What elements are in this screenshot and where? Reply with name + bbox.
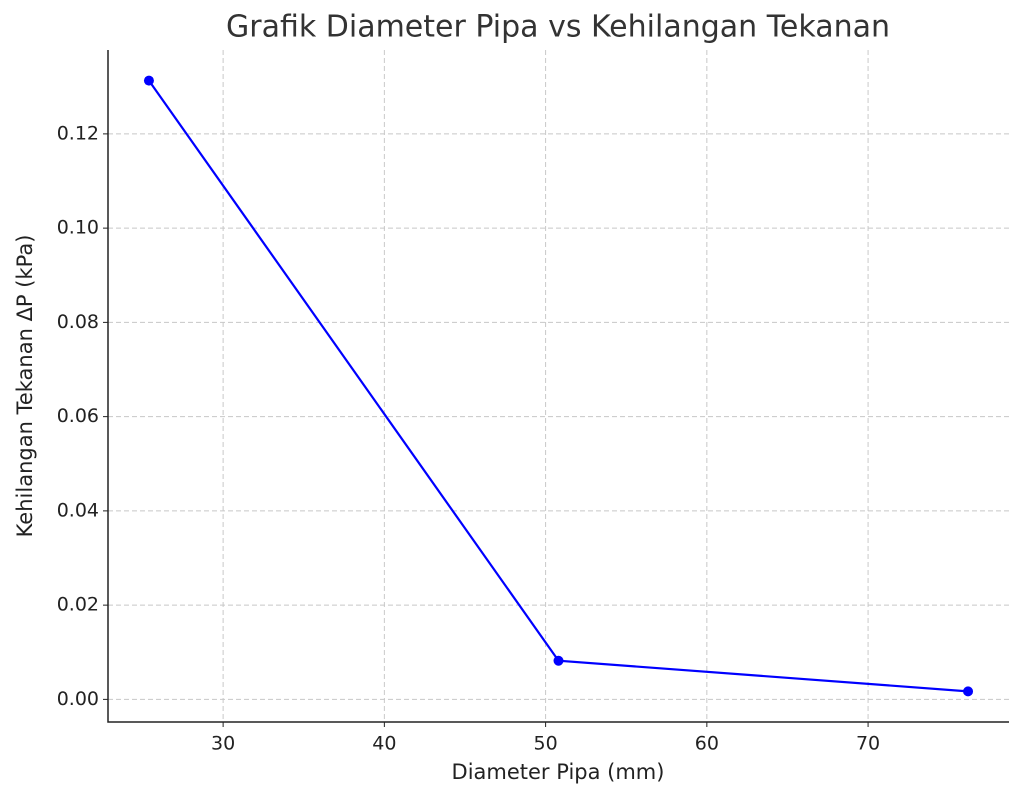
y-tick-label: 0.04	[57, 499, 99, 521]
y-tick-label: 0.10	[57, 217, 99, 239]
x-tick-label: 60	[695, 733, 719, 755]
y-tick-label: 0.06	[57, 405, 99, 427]
y-tick-label: 0.08	[57, 311, 99, 333]
y-tick-label: 0.12	[57, 122, 99, 144]
series-line	[148, 79, 969, 693]
axes-frame	[107, 50, 1009, 723]
x-tick-label: 40	[372, 733, 396, 755]
x-axis-label: Diameter Pipa (mm)	[452, 760, 665, 784]
x-tick-label: 30	[211, 733, 235, 755]
y-tick-label: 0.02	[57, 594, 99, 616]
data-point	[143, 75, 154, 86]
data-point	[553, 655, 564, 666]
data-point	[963, 686, 974, 697]
y-axis-label: Kehilangan Tekanan ΔP (kPa)	[13, 235, 37, 538]
x-tick-label: 50	[534, 733, 558, 755]
x-tick-label: 70	[856, 733, 880, 755]
chart-title: Grafik Diameter Pipa vs Kehilangan Tekan…	[226, 10, 890, 45]
y-tick-label: 0.00	[57, 688, 99, 710]
